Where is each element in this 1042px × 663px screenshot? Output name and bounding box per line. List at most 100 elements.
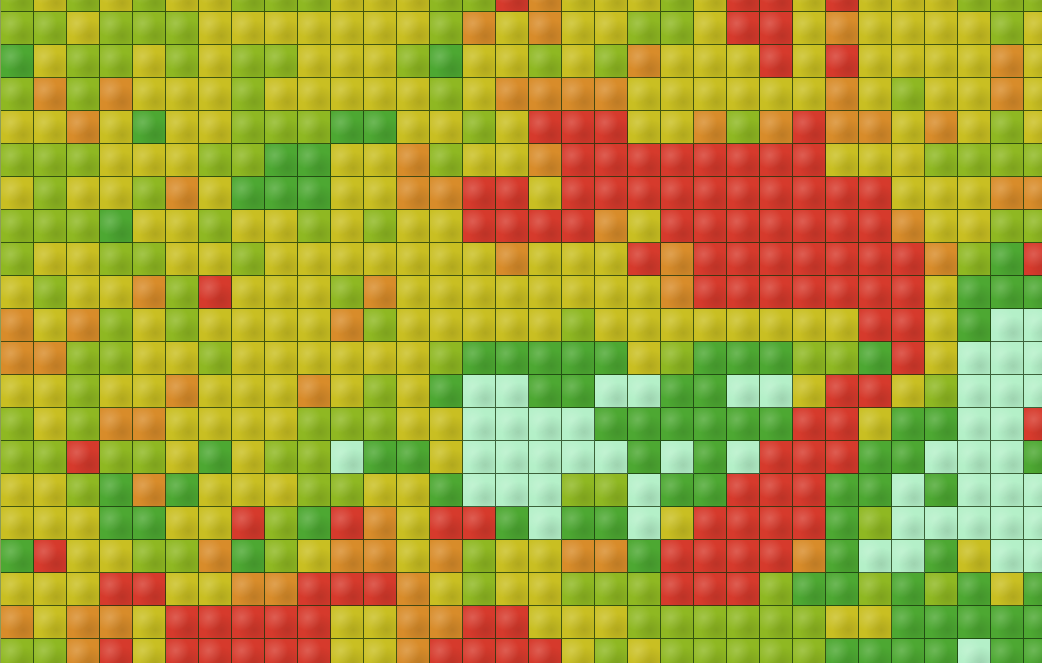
grid-cell[interactable] xyxy=(430,474,463,507)
grid-cell[interactable] xyxy=(67,243,100,276)
grid-cell[interactable] xyxy=(397,540,430,573)
grid-cell[interactable] xyxy=(364,375,397,408)
grid-cell[interactable] xyxy=(430,144,463,177)
grid-cell[interactable] xyxy=(595,441,628,474)
grid-cell[interactable] xyxy=(826,45,859,78)
grid-cell[interactable] xyxy=(991,0,1024,12)
grid-cell[interactable] xyxy=(331,375,364,408)
grid-cell[interactable] xyxy=(958,243,991,276)
grid-cell[interactable] xyxy=(364,12,397,45)
grid-cell[interactable] xyxy=(727,210,760,243)
grid-cell[interactable] xyxy=(991,639,1024,663)
grid-cell[interactable] xyxy=(892,309,925,342)
grid-cell[interactable] xyxy=(397,111,430,144)
grid-cell[interactable] xyxy=(100,210,133,243)
grid-cell[interactable] xyxy=(298,573,331,606)
grid-cell[interactable] xyxy=(364,177,397,210)
grid-cell[interactable] xyxy=(166,0,199,12)
grid-cell[interactable] xyxy=(34,0,67,12)
grid-cell[interactable] xyxy=(595,276,628,309)
grid-cell[interactable] xyxy=(595,45,628,78)
grid-cell[interactable] xyxy=(595,408,628,441)
grid-cell[interactable] xyxy=(331,177,364,210)
grid-cell[interactable] xyxy=(298,78,331,111)
grid-cell[interactable] xyxy=(232,243,265,276)
grid-cell[interactable] xyxy=(100,0,133,12)
grid-cell[interactable] xyxy=(727,243,760,276)
grid-cell[interactable] xyxy=(463,573,496,606)
grid-cell[interactable] xyxy=(958,78,991,111)
grid-cell[interactable] xyxy=(661,276,694,309)
grid-cell[interactable] xyxy=(430,276,463,309)
grid-cell[interactable] xyxy=(991,408,1024,441)
grid-cell[interactable] xyxy=(694,0,727,12)
grid-cell[interactable] xyxy=(34,243,67,276)
grid-cell[interactable] xyxy=(595,78,628,111)
grid-cell[interactable] xyxy=(859,243,892,276)
grid-cell[interactable] xyxy=(760,342,793,375)
grid-cell[interactable] xyxy=(331,309,364,342)
grid-cell[interactable] xyxy=(595,210,628,243)
grid-cell[interactable] xyxy=(760,573,793,606)
grid-cell[interactable] xyxy=(529,606,562,639)
grid-cell[interactable] xyxy=(595,0,628,12)
grid-cell[interactable] xyxy=(199,276,232,309)
grid-cell[interactable] xyxy=(232,309,265,342)
grid-cell[interactable] xyxy=(859,276,892,309)
grid-cell[interactable] xyxy=(958,375,991,408)
grid-cell[interactable] xyxy=(661,573,694,606)
grid-cell[interactable] xyxy=(793,276,826,309)
grid-cell[interactable] xyxy=(331,45,364,78)
grid-cell[interactable] xyxy=(232,45,265,78)
grid-cell[interactable] xyxy=(826,111,859,144)
grid-cell[interactable] xyxy=(1024,78,1042,111)
grid-cell[interactable] xyxy=(529,639,562,663)
grid-cell[interactable] xyxy=(133,606,166,639)
grid-cell[interactable] xyxy=(628,639,661,663)
grid-cell[interactable] xyxy=(133,540,166,573)
grid-cell[interactable] xyxy=(100,606,133,639)
grid-cell[interactable] xyxy=(430,309,463,342)
grid-cell[interactable] xyxy=(133,0,166,12)
grid-cell[interactable] xyxy=(859,573,892,606)
grid-cell[interactable] xyxy=(892,408,925,441)
grid-cell[interactable] xyxy=(463,441,496,474)
grid-cell[interactable] xyxy=(166,507,199,540)
grid-cell[interactable] xyxy=(298,210,331,243)
grid-cell[interactable] xyxy=(859,408,892,441)
grid-cell[interactable] xyxy=(364,408,397,441)
grid-cell[interactable] xyxy=(694,78,727,111)
grid-cell[interactable] xyxy=(826,606,859,639)
grid-cell[interactable] xyxy=(397,309,430,342)
grid-cell[interactable] xyxy=(958,45,991,78)
grid-cell[interactable] xyxy=(727,606,760,639)
grid-cell[interactable] xyxy=(100,573,133,606)
grid-cell[interactable] xyxy=(826,507,859,540)
grid-cell[interactable] xyxy=(628,111,661,144)
grid-cell[interactable] xyxy=(760,606,793,639)
grid-cell[interactable] xyxy=(496,144,529,177)
grid-cell[interactable] xyxy=(859,375,892,408)
grid-cell[interactable] xyxy=(727,573,760,606)
grid-cell[interactable] xyxy=(991,78,1024,111)
grid-cell[interactable] xyxy=(397,12,430,45)
grid-cell[interactable] xyxy=(727,309,760,342)
grid-cell[interactable] xyxy=(760,408,793,441)
grid-cell[interactable] xyxy=(595,606,628,639)
grid-cell[interactable] xyxy=(991,309,1024,342)
grid-cell[interactable] xyxy=(331,474,364,507)
grid-cell[interactable] xyxy=(496,639,529,663)
grid-cell[interactable] xyxy=(727,0,760,12)
grid-cell[interactable] xyxy=(34,177,67,210)
grid-cell[interactable] xyxy=(232,276,265,309)
grid-cell[interactable] xyxy=(34,309,67,342)
grid-cell[interactable] xyxy=(925,606,958,639)
grid-cell[interactable] xyxy=(364,342,397,375)
grid-cell[interactable] xyxy=(298,507,331,540)
grid-cell[interactable] xyxy=(67,606,100,639)
grid-cell[interactable] xyxy=(100,408,133,441)
grid-cell[interactable] xyxy=(892,639,925,663)
grid-cell[interactable] xyxy=(628,441,661,474)
grid-cell[interactable] xyxy=(496,507,529,540)
grid-cell[interactable] xyxy=(859,342,892,375)
